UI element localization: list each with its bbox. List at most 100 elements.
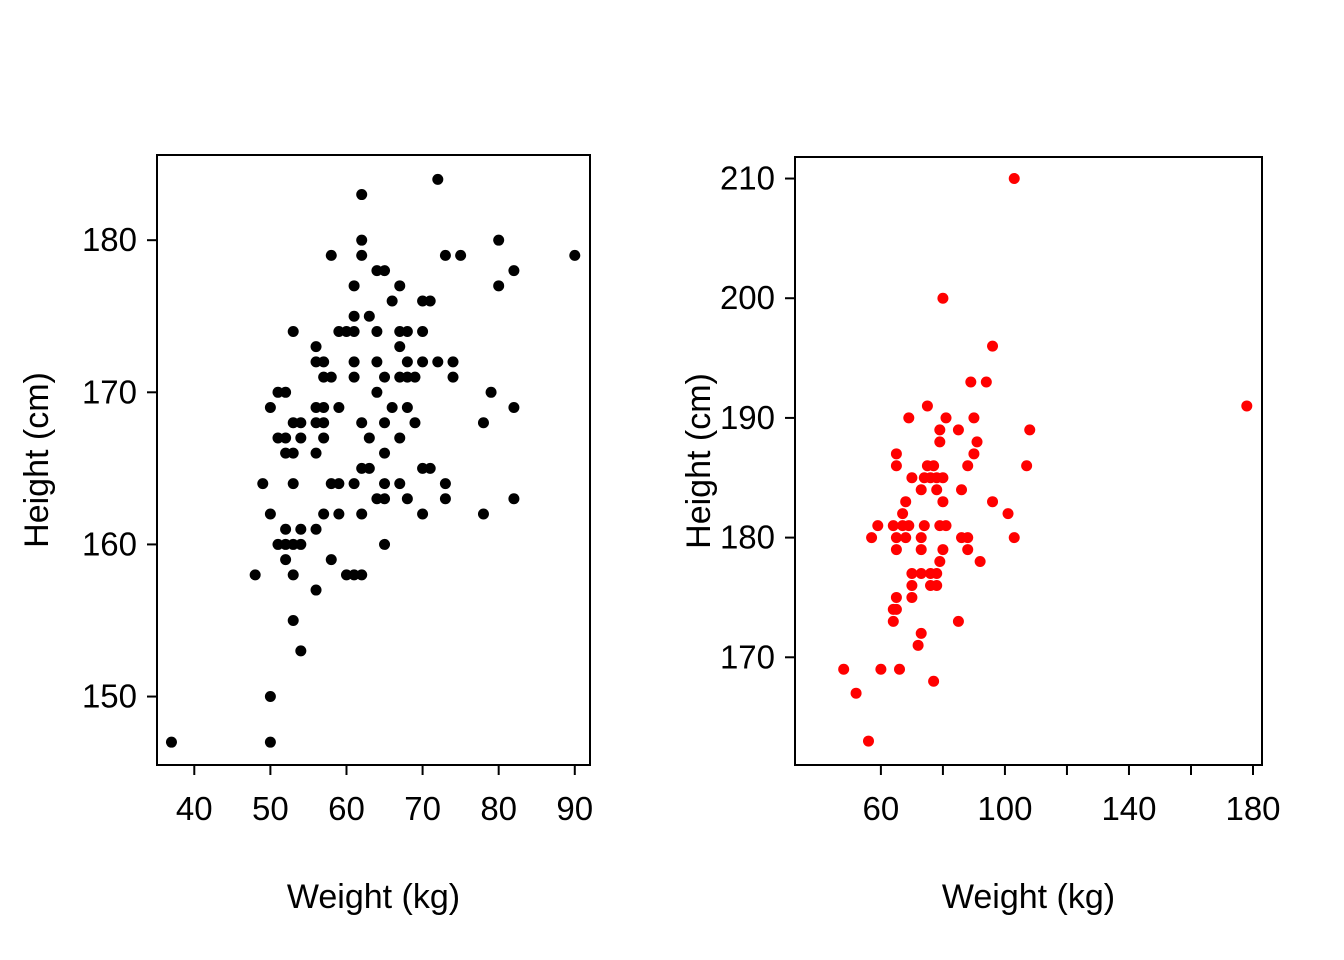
data-point	[401, 402, 413, 414]
data-point	[493, 234, 505, 246]
data-point	[424, 462, 436, 474]
data-point	[318, 432, 330, 444]
data-point	[915, 568, 927, 580]
data-point	[409, 371, 421, 383]
data-point	[417, 508, 429, 520]
data-point	[348, 310, 360, 322]
data-point	[934, 436, 946, 448]
data-point	[272, 538, 284, 550]
data-point	[295, 417, 307, 429]
data-point	[401, 356, 413, 368]
data-point	[325, 249, 337, 261]
data-point	[862, 735, 874, 747]
data-point	[956, 484, 968, 496]
data-point	[890, 603, 902, 615]
data-point	[264, 691, 276, 703]
data-point	[409, 417, 421, 429]
data-point	[280, 523, 292, 535]
data-point	[356, 234, 368, 246]
plot-box	[794, 156, 1263, 766]
data-point	[310, 584, 322, 596]
data-point	[371, 493, 383, 505]
data-point	[340, 569, 352, 581]
data-point	[310, 341, 322, 353]
data-point	[287, 447, 299, 459]
data-point	[921, 400, 933, 412]
data-point	[325, 554, 337, 566]
data-point	[363, 462, 375, 474]
data-point	[348, 569, 360, 581]
data-point	[937, 544, 949, 556]
x-tick-label: 100	[977, 790, 1032, 827]
x-tick-label: 140	[1101, 790, 1156, 827]
data-point	[318, 508, 330, 520]
y-tick-label: 180	[82, 221, 137, 258]
data-point	[890, 460, 902, 472]
y-tick-label: 160	[82, 525, 137, 562]
data-point	[379, 447, 391, 459]
data-point	[912, 639, 924, 651]
data-point	[968, 448, 980, 460]
data-point	[940, 412, 952, 424]
data-point	[447, 371, 459, 383]
data-point	[934, 424, 946, 436]
y-tick-label: 210	[720, 160, 775, 197]
data-point	[371, 356, 383, 368]
data-points	[165, 173, 581, 748]
y-tick-label: 170	[720, 638, 775, 675]
data-point	[477, 508, 489, 520]
data-point	[918, 520, 930, 532]
x-axis-title: Weight (kg)	[942, 878, 1115, 916]
data-point	[872, 520, 884, 532]
data-point	[937, 472, 949, 484]
data-point	[348, 478, 360, 490]
data-point	[937, 292, 949, 304]
data-point	[371, 265, 383, 277]
data-point	[928, 675, 940, 687]
data-point	[310, 447, 322, 459]
data-point	[394, 325, 406, 337]
data-point	[906, 472, 918, 484]
data-point	[866, 532, 878, 544]
data-point	[417, 295, 429, 307]
x-tick-label: 40	[176, 790, 213, 827]
data-points	[838, 173, 1253, 747]
data-point	[363, 310, 375, 322]
data-point	[386, 295, 398, 307]
data-point	[1021, 460, 1033, 472]
data-point	[333, 478, 345, 490]
y-axis-title: Height (cm)	[680, 373, 718, 549]
data-point	[417, 356, 429, 368]
data-point	[432, 356, 444, 368]
data-point	[287, 538, 299, 550]
data-point	[915, 627, 927, 639]
data-point	[394, 478, 406, 490]
data-point	[968, 412, 980, 424]
data-point	[934, 556, 946, 568]
data-point	[356, 462, 368, 474]
data-point	[1008, 173, 1020, 185]
data-point	[890, 448, 902, 460]
data-point	[318, 371, 330, 383]
data-point	[379, 538, 391, 550]
data-point	[257, 478, 269, 490]
left-scatter-panel: 40 50 60 70 80 90 150 160 170 180 Weight (kg) Heigh…	[18, 154, 593, 916]
data-point	[287, 614, 299, 626]
data-point	[987, 496, 999, 508]
data-point	[264, 736, 276, 748]
data-point	[971, 436, 983, 448]
data-point	[903, 520, 915, 532]
data-point	[379, 371, 391, 383]
data-point	[937, 496, 949, 508]
data-point	[424, 295, 436, 307]
plot-box	[156, 154, 591, 766]
data-point	[965, 376, 977, 388]
y-tick-label: 170	[82, 373, 137, 410]
data-point	[906, 568, 918, 580]
data-point	[356, 569, 368, 581]
data-point	[287, 325, 299, 337]
data-point	[165, 736, 177, 748]
data-point	[371, 325, 383, 337]
